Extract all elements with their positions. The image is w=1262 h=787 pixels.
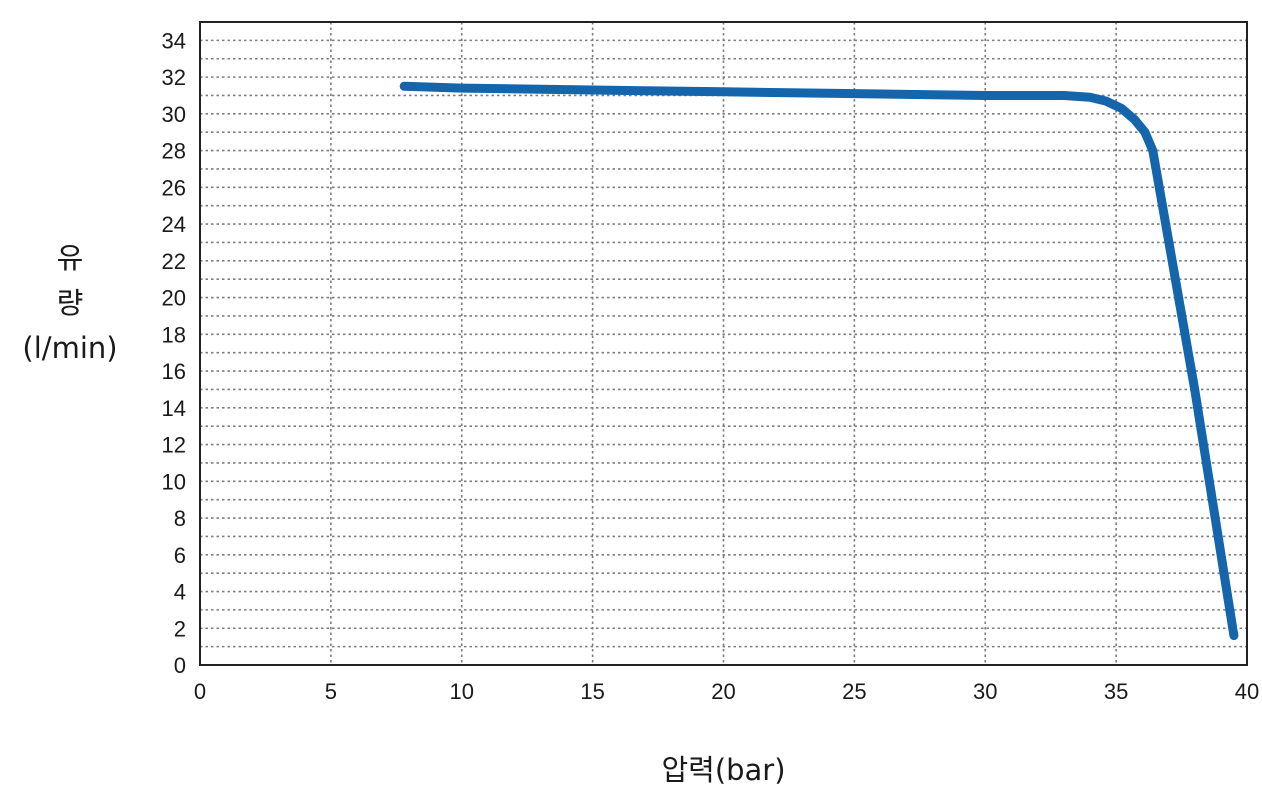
x-tick-label: 5 bbox=[325, 679, 337, 704]
x-tick-label: 30 bbox=[973, 679, 997, 704]
x-tick-label: 15 bbox=[580, 679, 604, 704]
x-tick-label: 25 bbox=[842, 679, 866, 704]
y-tick-label: 12 bbox=[162, 433, 186, 458]
y-tick-label: 20 bbox=[162, 286, 186, 311]
x-tick-label: 10 bbox=[450, 679, 474, 704]
x-axis-title: 압력(bar) bbox=[661, 753, 785, 787]
series-line-0 bbox=[399, 81, 1239, 641]
x-tick-label: 40 bbox=[1235, 679, 1259, 704]
y-axis-title-line: 유 bbox=[57, 241, 84, 275]
y-tick-label: 14 bbox=[162, 396, 186, 421]
plot-frame bbox=[199, 21, 1248, 666]
y-tick-label: 24 bbox=[162, 212, 186, 237]
x-tick-label: 35 bbox=[1104, 679, 1128, 704]
y-axis-title: 유량 (l/min) bbox=[22, 241, 117, 365]
y-axis-title-line: 량 bbox=[57, 286, 84, 320]
y-tick-label: 0 bbox=[174, 653, 186, 678]
y-tick-label: 30 bbox=[162, 102, 186, 127]
series-layer bbox=[399, 81, 1239, 641]
x-tick-label: 20 bbox=[711, 679, 735, 704]
y-tick-label: 4 bbox=[174, 580, 186, 605]
x-tick-label: 0 bbox=[194, 679, 206, 704]
y-tick-label: 2 bbox=[174, 616, 186, 641]
y-tick-label: 26 bbox=[162, 175, 186, 200]
y-axis-title-line: (l/min) bbox=[22, 331, 117, 365]
y-tick-label: 28 bbox=[162, 139, 186, 164]
y-tick-label: 18 bbox=[162, 322, 186, 347]
y-tick-label: 34 bbox=[162, 28, 186, 53]
x-axis-ticks: 0 5 10 15 20 25 30 35 40 bbox=[194, 679, 1259, 704]
y-tick-label: 32 bbox=[162, 65, 186, 90]
y-tick-label: 22 bbox=[162, 249, 186, 274]
y-tick-label: 10 bbox=[162, 469, 186, 494]
grid bbox=[200, 22, 1247, 665]
y-tick-label: 16 bbox=[162, 359, 186, 384]
y-tick-label: 8 bbox=[174, 506, 186, 531]
y-tick-label: 6 bbox=[174, 543, 186, 568]
